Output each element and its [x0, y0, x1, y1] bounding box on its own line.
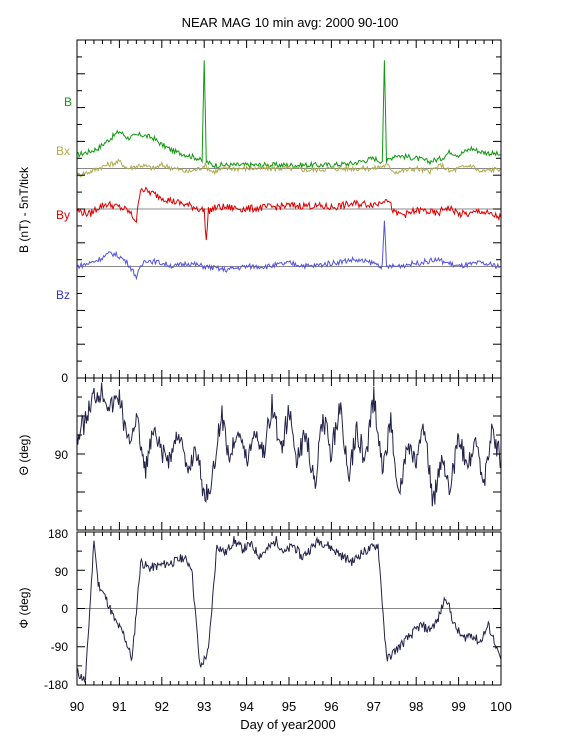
- theta-series-line: [76, 382, 502, 507]
- phi-series-line: [76, 536, 502, 684]
- x-tick-label: 100: [490, 699, 512, 714]
- bz-series-line: [76, 220, 502, 281]
- phi-y-tick-180: 180: [48, 527, 68, 541]
- x-tick-label: 99: [451, 699, 465, 714]
- x-axis-label: Day of year2000: [240, 717, 335, 732]
- chart-title: NEAR MAG 10 min avg: 2000 90-100: [182, 15, 399, 30]
- series-label-by: By: [56, 208, 70, 222]
- field-panel: B Bx By Bz B (nT) - 5nT/tick 0: [17, 39, 502, 385]
- x-tick-label: 96: [324, 699, 338, 714]
- field-y-axis-label: B (nT) - 5nT/tick: [17, 166, 31, 253]
- x-tick-label: 92: [155, 699, 169, 714]
- x-tick-label: 97: [367, 699, 381, 714]
- series-label-bx: Bx: [56, 144, 70, 158]
- theta-y-axis-label: Θ (deg): [17, 435, 31, 476]
- x-tick-label: 94: [239, 699, 253, 714]
- phi-panel: 180 90 0 -90 -180 Φ (deg): [17, 527, 502, 692]
- phi-y-tick-0: 0: [61, 602, 68, 616]
- phi-y-tick-m180: -180: [44, 678, 68, 692]
- phi-y-tick-m90: -90: [51, 640, 69, 654]
- field-series: [76, 60, 502, 281]
- theta-y-tick-label: 90: [55, 448, 69, 462]
- phi-y-tick-90: 90: [55, 565, 69, 579]
- phi-series: [76, 536, 502, 684]
- field-y-zero-label: 0: [61, 371, 68, 385]
- theta-ticks: [76, 377, 501, 531]
- bx-series-line: [76, 158, 502, 178]
- series-label-bz: Bz: [56, 288, 70, 302]
- by-series-line: [76, 186, 502, 240]
- theta-panel: 90 Θ (deg): [17, 377, 502, 531]
- phi-y-axis-label: Φ (deg): [17, 588, 31, 629]
- field-ticks: [76, 39, 501, 379]
- series-label-b: B: [64, 95, 72, 109]
- x-tick-labels: 90 91 92 93 94 95 96 97 98 99 100: [70, 699, 512, 714]
- x-tick-label: 91: [112, 699, 126, 714]
- x-tick-label: 93: [197, 699, 211, 714]
- b-series-line: [76, 60, 502, 170]
- x-tick-label: 95: [282, 699, 296, 714]
- field-zero-lines: [77, 167, 501, 267]
- theta-series: [76, 382, 502, 507]
- theta-panel-frame: [76, 377, 502, 531]
- x-tick-label: 98: [409, 699, 423, 714]
- x-tick-label: 90: [70, 699, 84, 714]
- phi-ticks: [76, 531, 501, 686]
